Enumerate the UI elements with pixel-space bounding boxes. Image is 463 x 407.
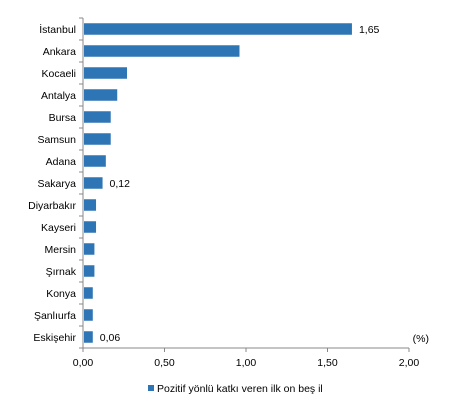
legend: Pozitif yönlü katkı veren ilk on beş il <box>148 383 323 395</box>
x-tick-label-4: 2,00 <box>399 357 420 369</box>
category-label-4: Bursa <box>49 112 77 124</box>
legend-label: Pozitif yönlü katkı veren ilk on beş il <box>157 383 323 395</box>
category-label-11: Şırnak <box>46 266 77 278</box>
bar-5 <box>84 133 111 145</box>
data-label-2: 0,06 <box>100 332 121 344</box>
category-label-8: Diyarbakır <box>28 200 76 212</box>
x-tick-label-3: 1,50 <box>317 357 338 369</box>
unit-label: (%) <box>413 333 429 345</box>
data-label-1: 0,12 <box>110 178 131 190</box>
category-label-1: Ankara <box>43 46 76 58</box>
x-tick-label-1: 0,50 <box>154 357 175 369</box>
bar-3 <box>84 89 118 101</box>
bar-8 <box>84 199 97 211</box>
category-label-13: Şanlıurfa <box>34 310 76 322</box>
bars-group <box>84 23 352 343</box>
category-label-9: Kayseri <box>41 222 76 234</box>
bar-1 <box>84 45 240 57</box>
category-label-12: Konya <box>46 288 76 300</box>
bar-6 <box>84 155 106 167</box>
category-label-3: Antalya <box>41 90 76 102</box>
category-label-14: Eskişehir <box>33 332 76 344</box>
category-labels: İstanbul Ankara Kocaeli Antalya Bursa Samsun A… <box>28 17 83 349</box>
bar-12 <box>84 287 93 299</box>
bar-4 <box>84 111 111 123</box>
bar-7 <box>84 177 103 189</box>
legend-swatch <box>148 385 154 391</box>
x-tick-label-0: 0,00 <box>73 357 94 369</box>
category-label-7: Sakarya <box>37 178 76 190</box>
category-label-10: Mersin <box>44 244 76 256</box>
bar-14 <box>84 331 93 343</box>
category-label-5: Samsun <box>37 134 76 146</box>
category-label-0: İstanbul <box>39 23 76 36</box>
data-labels: 1,65 0,12 0,06 <box>100 24 380 344</box>
x-tick-label-2: 1,00 <box>236 357 257 369</box>
bar-2 <box>84 67 128 79</box>
bar-0 <box>84 23 352 35</box>
bar-9 <box>84 221 97 233</box>
bar-13 <box>84 309 93 321</box>
bar-11 <box>84 265 95 277</box>
bar-10 <box>84 243 95 255</box>
data-label-0: 1,65 <box>359 24 380 36</box>
x-axis-ticks: 0,00 0,50 1,00 1,50 2,00 <box>73 348 420 369</box>
category-label-2: Kocaeli <box>42 68 76 80</box>
category-label-6: Adana <box>46 156 77 168</box>
